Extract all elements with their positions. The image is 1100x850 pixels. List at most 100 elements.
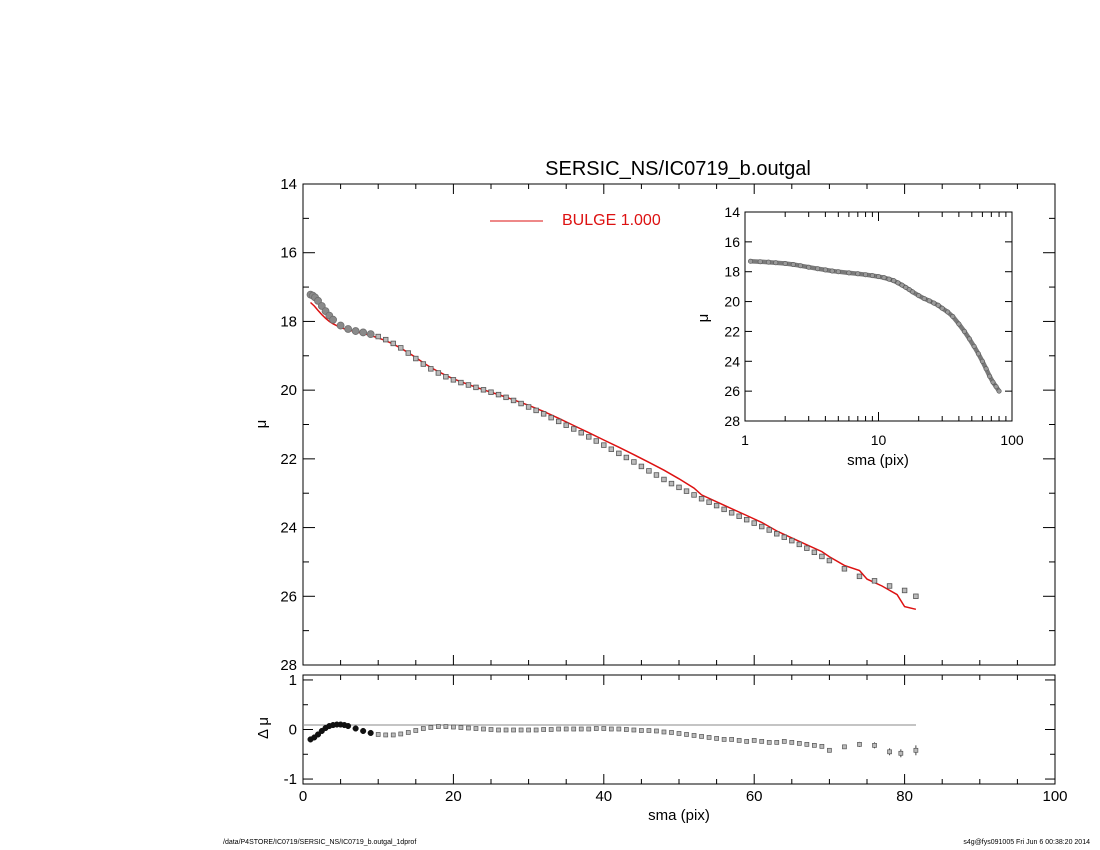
inset-x-axis-label: sma (pix) — [847, 452, 909, 469]
profile-point — [736, 513, 742, 519]
inset-profile-point — [886, 276, 892, 282]
profile-point — [533, 407, 539, 414]
inset-profile-point — [899, 282, 905, 288]
inset-profile-point — [979, 358, 985, 364]
residual-point — [714, 736, 719, 741]
inset-x-tick-label: 1 — [741, 432, 749, 448]
profile-point — [503, 394, 509, 401]
residual-point — [789, 740, 795, 745]
legend: BULGE 1.000 — [490, 212, 661, 229]
residual-point — [601, 726, 607, 731]
inset-profile-point — [935, 302, 941, 308]
inset-profile-point — [855, 271, 861, 277]
main-x-ticks — [302, 184, 1056, 665]
residual-point — [458, 725, 464, 730]
x-tick-label: 40 — [595, 788, 612, 805]
inset-profile-point — [790, 262, 796, 268]
profile-point — [495, 391, 502, 398]
profile-point — [728, 510, 735, 516]
profile-point — [631, 459, 637, 465]
inset-profile-point — [945, 309, 951, 315]
profile-point — [616, 450, 622, 457]
residual-point — [390, 732, 396, 738]
profile-point — [518, 400, 524, 407]
inset-profile-point — [806, 264, 812, 270]
profile-point — [886, 583, 893, 589]
residual-point — [383, 732, 389, 738]
residual-point — [367, 729, 374, 737]
inset-profile-point — [869, 273, 875, 279]
residual-point — [533, 727, 539, 733]
inset-profile-point — [966, 336, 972, 342]
profile-point — [698, 496, 705, 502]
profile-point — [540, 411, 547, 417]
residual-point — [541, 727, 546, 732]
residual-point — [496, 727, 501, 733]
residual-point — [872, 743, 877, 748]
inset-y-axis: 14 16 18 20 22 24 26 28 — [724, 204, 1012, 429]
profile-point — [375, 333, 381, 340]
profile-point — [450, 377, 457, 383]
residual-point — [360, 727, 367, 735]
profile-point — [841, 566, 848, 572]
main-y-tick-label: 22 — [280, 451, 297, 468]
inset-x-tick-label: 100 — [1000, 432, 1024, 448]
profile-point — [593, 438, 599, 444]
residual-point — [345, 722, 352, 730]
residual-point — [744, 739, 750, 744]
main-y-tick-label: 26 — [280, 588, 297, 605]
residual-point — [729, 737, 734, 742]
inset-profile-point — [881, 275, 887, 281]
inset-profile-point — [921, 296, 927, 302]
footer-file-path: /data/P4STORE/IC0719/SERSIC_NS/IC0719_b.… — [223, 839, 417, 846]
profile-point — [811, 549, 818, 556]
profile-point — [781, 534, 787, 540]
residual-point — [857, 742, 862, 747]
residual-point — [413, 728, 419, 733]
profile-point — [383, 336, 389, 343]
inset-profile-point — [996, 388, 1002, 394]
profile-point — [465, 382, 472, 388]
inset-y-tick-label: 16 — [724, 234, 740, 250]
profile-point — [751, 520, 757, 526]
inset-profile-point — [822, 267, 828, 273]
profile-point — [405, 350, 411, 356]
profile-point — [329, 315, 337, 324]
profile-point — [571, 426, 577, 432]
profile-point — [420, 361, 427, 367]
profile-point — [473, 384, 479, 391]
inset-profile-point — [835, 269, 841, 275]
profile-point — [638, 463, 645, 470]
profile-point — [774, 531, 780, 537]
main-y-tick-label: 16 — [280, 245, 297, 262]
profile-point — [488, 389, 494, 395]
residual-point — [661, 729, 667, 735]
profile-point — [413, 355, 419, 362]
profile-point — [314, 296, 322, 305]
inset-plot-frame — [744, 211, 1013, 422]
inset-profile-point — [766, 259, 772, 265]
x-tick-label: 20 — [445, 788, 462, 805]
inset-x-tick-label: 10 — [871, 432, 887, 448]
inset-profile-point — [975, 351, 981, 357]
residual-point — [593, 726, 599, 731]
profile-point — [653, 472, 660, 478]
profile-point — [510, 397, 517, 404]
residual-point — [669, 730, 674, 735]
profile-point — [901, 587, 908, 594]
main-y-tick-label: 18 — [280, 313, 297, 330]
profile-point — [458, 379, 464, 386]
residual-point — [451, 724, 456, 730]
inset-profile-point — [990, 379, 996, 385]
residual-point — [842, 744, 847, 750]
inset-profile-point — [950, 313, 956, 319]
profile-point — [913, 593, 919, 599]
residual-point — [691, 733, 697, 738]
residual-point — [420, 726, 426, 731]
residual-point — [812, 743, 817, 748]
profile-point — [796, 541, 803, 548]
profile-point — [548, 414, 554, 421]
inset-profile-point — [956, 321, 962, 327]
residual-point — [443, 724, 449, 729]
